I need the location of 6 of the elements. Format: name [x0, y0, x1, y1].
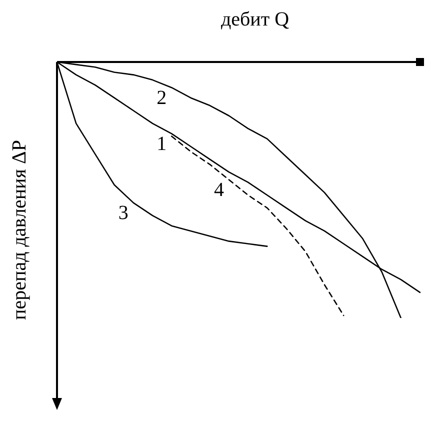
series-label: 2	[156, 86, 167, 109]
y-axis-title: перепад давления ΔP	[8, 140, 30, 320]
x-axis-title: дебит Q	[220, 8, 290, 30]
series-label: 1	[156, 132, 167, 155]
series-label: 4	[214, 179, 224, 202]
series-label: 3	[118, 202, 128, 224]
